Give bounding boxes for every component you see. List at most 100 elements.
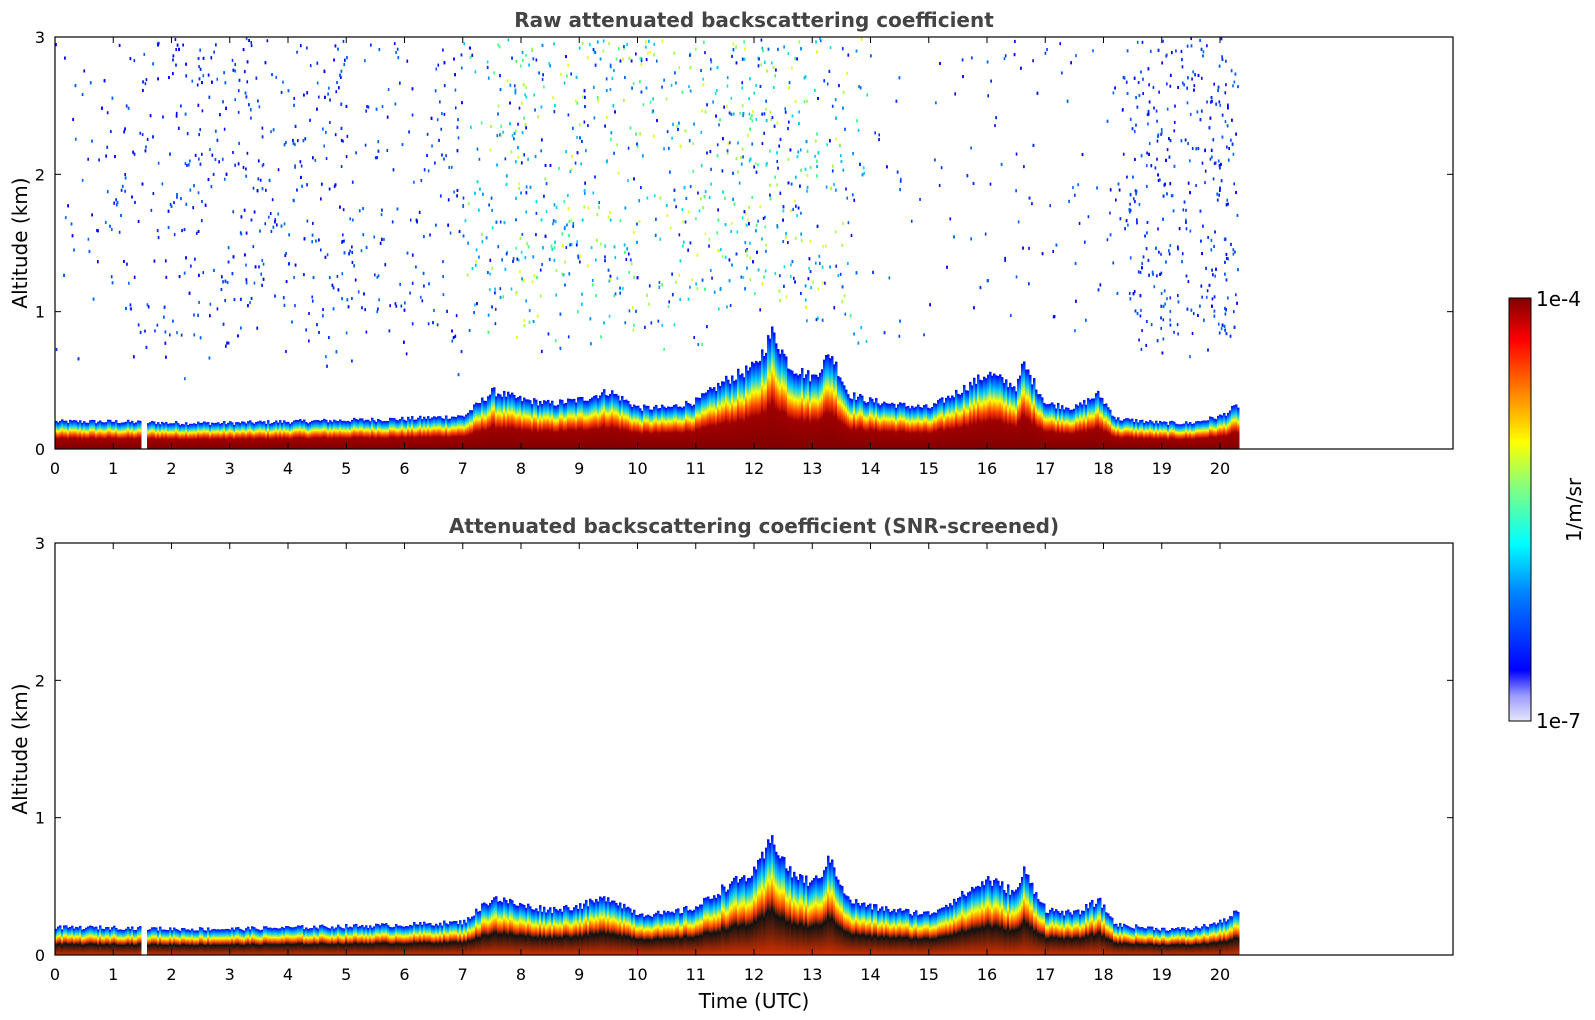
aerosol-speckle [1136,312,1139,316]
aerosol-speckle [1201,295,1203,299]
layer-column [963,894,966,955]
aerosol-speckle [567,193,569,197]
aerosol-speckle [528,320,531,324]
layer-column [1033,378,1036,449]
layer-column [111,927,114,955]
aerosol-speckle [696,287,699,291]
aerosol-speckle [1036,91,1039,95]
layer-column [891,402,894,449]
aerosol-speckle [1014,39,1016,43]
layer-column [89,925,92,955]
aerosol-speckle [800,232,803,236]
aerosol-speckle [973,306,975,310]
aerosol-speckle [1134,157,1136,161]
layer-column [1171,420,1174,449]
layer-column [823,359,826,449]
aerosol-speckle [712,100,714,104]
aerosol-speckle [1207,236,1209,240]
aerosol-speckle [1214,230,1216,234]
aerosol-speckle [666,130,669,134]
layer-column [405,420,408,449]
aerosol-speckle [753,165,755,169]
layer-column [1203,924,1206,955]
aerosol-speckle [1142,255,1145,259]
aerosol-speckle [370,43,372,47]
aerosol-speckle [493,71,495,75]
aerosol-speckle [829,139,831,143]
aerosol-speckle [604,255,606,259]
layer-column [679,406,682,449]
aerosol-speckle [700,130,703,134]
aerosol-speckle [264,222,267,226]
layer-column [539,400,542,449]
aerosol-speckle [565,245,568,249]
aerosol-speckle [696,253,699,257]
layer-column [1107,913,1110,955]
layer-column [411,925,414,955]
layer-column [619,902,622,955]
aerosol-speckle [805,305,807,309]
layer-column [1089,399,1092,449]
aerosol-speckle [114,155,116,159]
aerosol-speckle [895,99,898,103]
aerosol-speckle [1085,318,1087,322]
layer-column [303,419,306,449]
aerosol-speckle [751,114,753,118]
layer-column [745,365,748,449]
aerosol-speckle [791,66,793,70]
y-tick-label: 3 [35,28,45,47]
aerosol-speckle [227,260,230,264]
aerosol-speckle [520,250,523,254]
aerosol-speckle [1218,193,1221,197]
aerosol-speckle [118,43,121,47]
aerosol-speckle [726,305,728,309]
aerosol-speckle [311,233,314,237]
aerosol-speckle [321,182,323,186]
aerosol-speckle [775,68,777,72]
layer-column [689,403,692,449]
aerosol-speckle [1059,42,1062,46]
aerosol-speckle [769,183,771,187]
x-tick-label: 9 [574,965,584,984]
layer-column [521,401,524,449]
aerosol-speckle [596,238,598,242]
aerosol-speckle [989,182,992,186]
aerosol-speckle [1177,300,1180,304]
layer-column [123,422,126,449]
aerosol-speckle [1168,252,1171,256]
aerosol-speckle [405,352,408,356]
aerosol-speckle [1128,291,1131,295]
layer-column [579,397,582,449]
layer-column [367,927,370,955]
layer-column [443,920,446,955]
aerosol-speckle [790,209,792,213]
layer-column [203,930,206,955]
layer-column [913,407,916,449]
layer-column [231,927,234,955]
aerosol-speckle [528,309,531,313]
layer-column [799,374,802,449]
aerosol-speckle [341,272,344,276]
layer-column [933,912,936,955]
aerosol-speckle [88,250,91,254]
aerosol-speckle [847,221,850,225]
layer-column [515,905,518,955]
aerosol-speckle [1218,331,1221,335]
aerosol-speckle [1152,85,1155,89]
layer-column [483,902,486,955]
aerosol-speckle [721,254,724,258]
layer-column [1079,914,1082,955]
aerosol-speckle [607,268,610,272]
layer-column [1135,924,1138,955]
layer-column [263,421,266,449]
layer-column [931,406,934,449]
aerosol-speckle [710,182,712,186]
aerosol-speckle [280,90,283,94]
aerosol-speckle [1160,316,1162,320]
aerosol-speckle [516,335,518,339]
layer-column [1139,927,1142,955]
aerosol-speckle [411,322,414,326]
aerosol-speckle [513,132,516,136]
aerosol-speckle [788,86,790,90]
aerosol-speckle [442,275,445,279]
